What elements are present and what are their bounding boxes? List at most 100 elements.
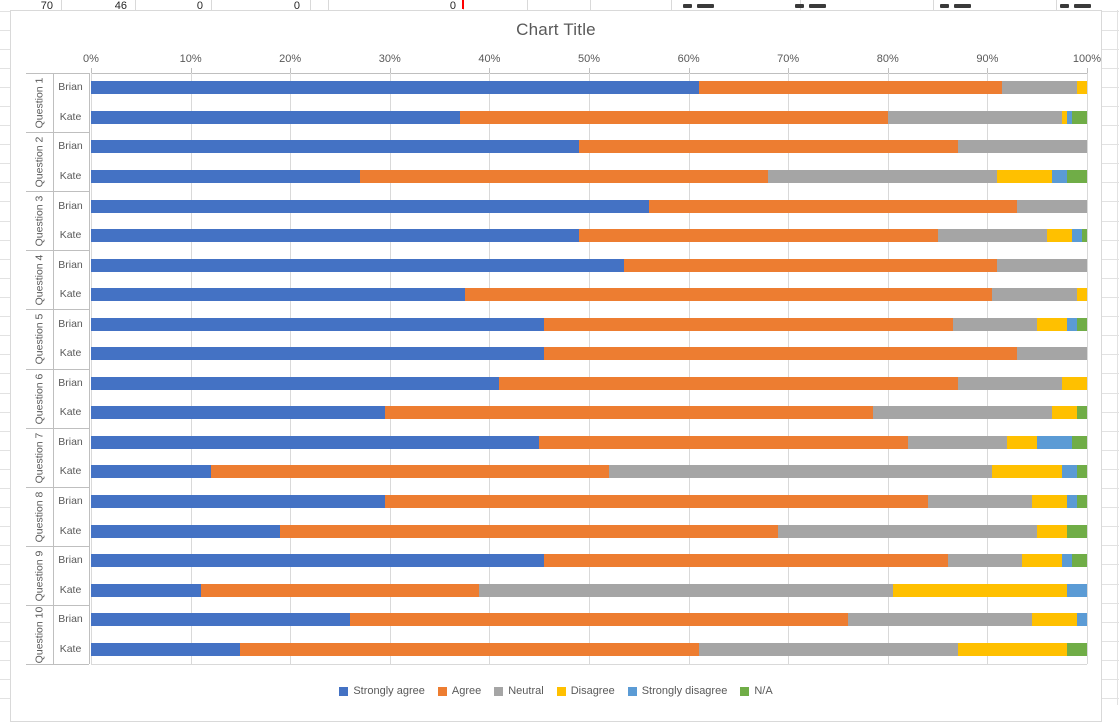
legend[interactable]: Strongly agree Agree Neutral Disagree Strong… [11,683,1101,699]
bar-segment-disagree[interactable] [1037,318,1068,331]
bar-segment-agree[interactable] [544,318,953,331]
bar-segment-agree[interactable] [210,465,609,478]
bar-segment-n-a[interactable] [1081,229,1087,242]
bar-segment-disagree[interactable] [957,643,1068,656]
bar-segment-strongly-agree[interactable] [91,554,545,567]
bar-segment-neutral[interactable] [887,111,1063,124]
bar-segment-disagree[interactable] [1007,436,1038,449]
bar-segment-neutral[interactable] [997,259,1087,272]
legend-item[interactable]: Strongly disagree [627,685,727,697]
bar-segment-neutral[interactable] [479,584,893,597]
bar-segment-agree[interactable] [579,140,958,153]
bar-segment-agree[interactable] [698,81,1003,94]
bar-segment-strongly-disagree[interactable] [1077,613,1087,626]
bar-segment-strongly-agree[interactable] [91,229,580,242]
bar-segment-strongly-agree[interactable] [91,259,624,272]
bar-segment-neutral[interactable] [947,554,1023,567]
bar-segment-disagree[interactable] [997,170,1053,183]
bar-segment-strongly-disagree[interactable] [1067,318,1078,331]
bar-segment-agree[interactable] [459,111,888,124]
bar-segment-agree[interactable] [544,554,948,567]
bar-segment-agree[interactable] [464,288,993,301]
chart-title[interactable]: Chart Title [516,20,596,39]
bar-segment-agree[interactable] [359,170,769,183]
bar-segment-neutral[interactable] [1002,81,1077,94]
bar-segment-disagree[interactable] [1032,613,1078,626]
legend-item[interactable]: N/A [740,685,773,697]
bar-segment-agree[interactable] [544,347,1018,360]
bar-segment-strongly-disagree[interactable] [1062,554,1073,567]
legend-item[interactable]: Agree [437,685,481,697]
bar-segment-disagree[interactable] [1062,377,1087,390]
bar-segment-neutral[interactable] [872,406,1053,419]
bar-segment-agree[interactable] [384,406,873,419]
bar-segment-disagree[interactable] [1032,495,1068,508]
bar-segment-strongly-agree[interactable] [91,584,201,597]
bar-segment-n-a[interactable] [1077,465,1087,478]
bar-segment-neutral[interactable] [1017,200,1087,213]
bar-segment-disagree[interactable] [1022,554,1063,567]
bar-segment-agree[interactable] [200,584,480,597]
bar-segment-strongly-disagree[interactable] [1067,111,1073,124]
bar-segment-disagree[interactable] [1047,229,1073,242]
bar-segment-n-a[interactable] [1067,525,1087,538]
bar-segment-agree[interactable] [349,613,848,626]
bar-segment-n-a[interactable] [1067,643,1087,656]
bar-segment-disagree[interactable] [892,584,1068,597]
bar-segment-agree[interactable] [384,495,928,508]
bar-segment-strongly-agree[interactable] [91,495,385,508]
bar-segment-strongly-agree[interactable] [91,525,281,538]
bar-segment-neutral[interactable] [952,318,1038,331]
bar-segment-agree[interactable] [539,436,908,449]
bar-segment-neutral[interactable] [768,170,998,183]
bar-segment-disagree[interactable] [1062,111,1068,124]
bar-segment-n-a[interactable] [1077,406,1087,419]
bar-segment-strongly-agree[interactable] [91,140,580,153]
bar-segment-n-a[interactable] [1077,318,1087,331]
bar-segment-neutral[interactable] [778,525,1038,538]
legend-item[interactable]: Strongly agree [339,685,425,697]
bar-segment-neutral[interactable] [957,140,1087,153]
bar-segment-strongly-disagree[interactable] [1072,229,1082,242]
bar-segment-disagree[interactable] [1037,525,1068,538]
bar-segment-neutral[interactable] [907,436,1008,449]
bar-segment-disagree[interactable] [1052,406,1077,419]
bar-segment-strongly-agree[interactable] [91,643,241,656]
bar-segment-agree[interactable] [240,643,699,656]
bar-segment-n-a[interactable] [1072,111,1087,124]
bar-segment-strongly-disagree[interactable] [1067,584,1087,597]
bar-segment-strongly-disagree[interactable] [1037,436,1073,449]
bar-segment-strongly-agree[interactable] [91,170,360,183]
bar-segment-n-a[interactable] [1077,495,1087,508]
bar-segment-strongly-disagree[interactable] [1052,170,1068,183]
bar-segment-n-a[interactable] [1067,170,1087,183]
legend-item[interactable]: Disagree [556,685,615,697]
bar-segment-agree[interactable] [499,377,958,390]
bar-segment-neutral[interactable] [957,377,1063,390]
bar-segment-strongly-disagree[interactable] [1062,465,1078,478]
bar-segment-disagree[interactable] [992,465,1063,478]
bar-segment-agree[interactable] [280,525,779,538]
bar-segment-strongly-agree[interactable] [91,81,699,94]
bar-segment-neutral[interactable] [992,288,1078,301]
bar-segment-strongly-agree[interactable] [91,200,649,213]
bar-segment-strongly-agree[interactable] [91,111,460,124]
bar-segment-neutral[interactable] [608,465,993,478]
bar-segment-strongly-agree[interactable] [91,347,545,360]
bar-segment-neutral[interactable] [937,229,1048,242]
bar-segment-neutral[interactable] [1017,347,1087,360]
bar-segment-strongly-agree[interactable] [91,613,350,626]
bar-segment-agree[interactable] [579,229,938,242]
bar-segment-neutral[interactable] [698,643,958,656]
bar-segment-disagree[interactable] [1077,288,1087,301]
bar-segment-agree[interactable] [623,259,998,272]
bar-segment-strongly-agree[interactable] [91,318,545,331]
bar-segment-strongly-agree[interactable] [91,465,211,478]
bar-segment-strongly-agree[interactable] [91,436,540,449]
bar-segment-neutral[interactable] [847,613,1033,626]
bar-segment-strongly-agree[interactable] [91,406,385,419]
bar-segment-neutral[interactable] [927,495,1033,508]
bar-segment-strongly-disagree[interactable] [1067,495,1078,508]
bar-segment-disagree[interactable] [1077,81,1087,94]
bar-segment-n-a[interactable] [1072,554,1087,567]
